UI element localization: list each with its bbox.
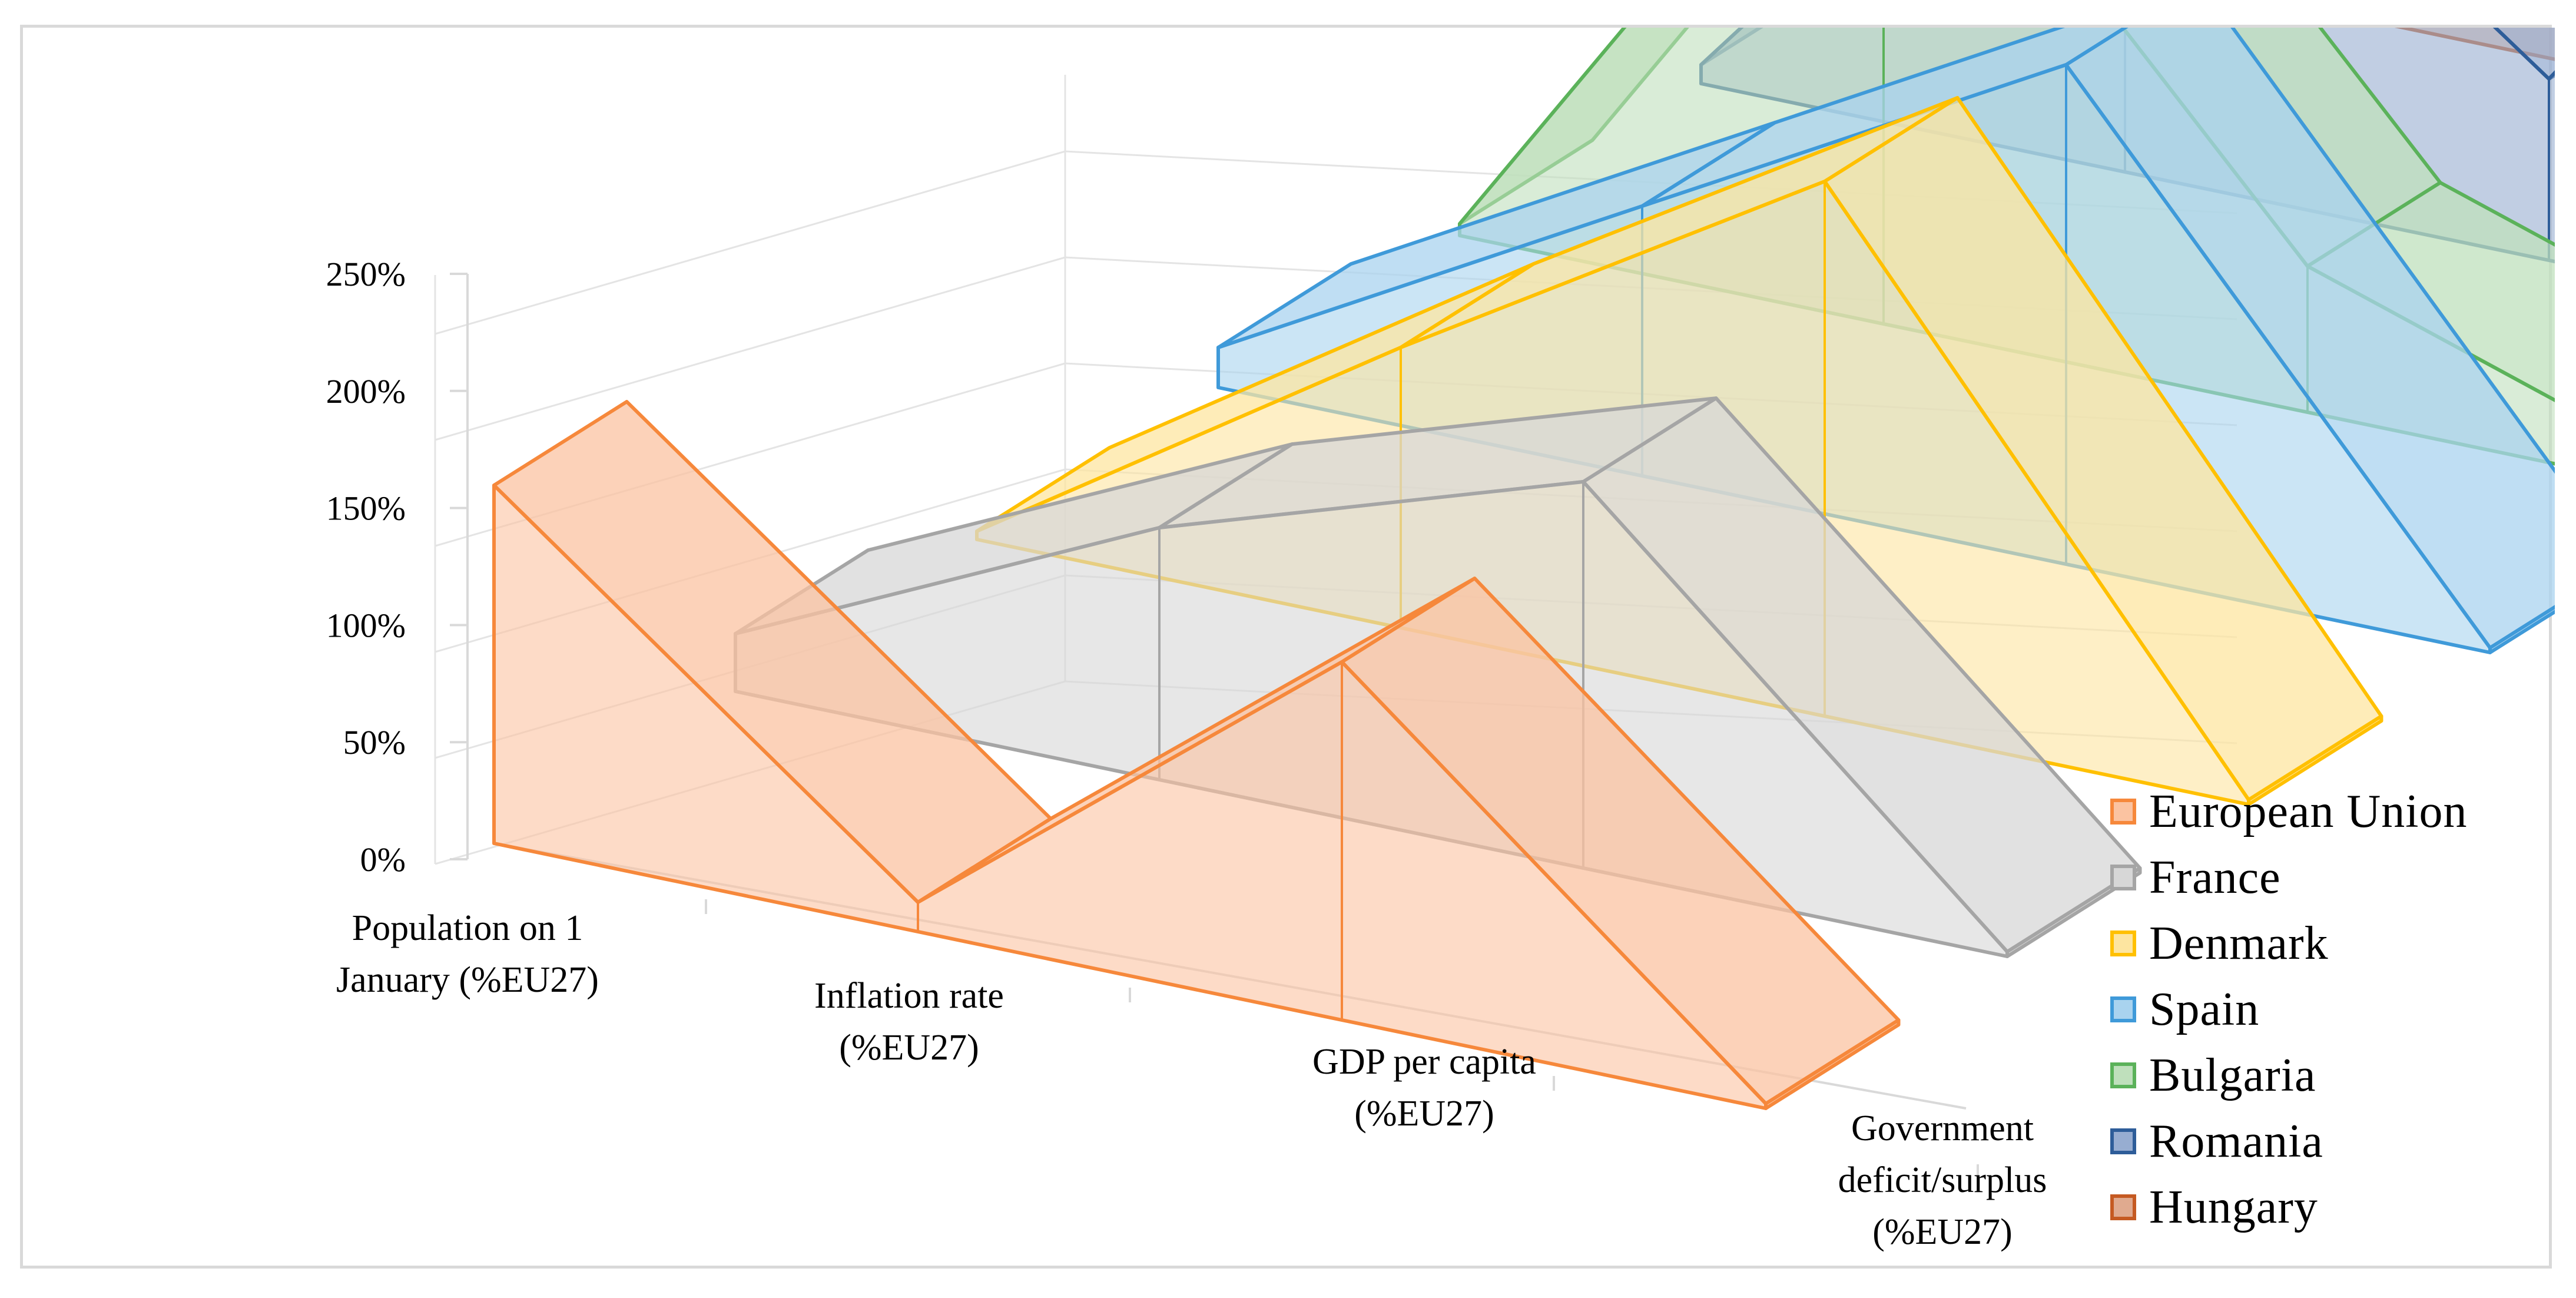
legend-label: Denmark [2149, 917, 2329, 969]
legend-swatch [2110, 1194, 2136, 1220]
y-tick-label: 0% [360, 840, 406, 879]
legend-swatch [2110, 1062, 2136, 1088]
legend-swatch [2110, 996, 2136, 1022]
y-tick-label: 150% [326, 489, 406, 528]
category-label-population: Population on 1 January (%EU27) [336, 908, 599, 1001]
legend-item-denmark: Denmark [2110, 910, 2522, 976]
legend-swatch [2110, 1128, 2136, 1154]
legend-label: France [2149, 851, 2281, 903]
series-layer [492, 28, 2555, 1110]
legend-swatch [2110, 865, 2136, 890]
legend-label: Hungary [2149, 1181, 2318, 1233]
legend-swatch [2110, 931, 2136, 956]
gridline [435, 256, 1066, 441]
legend-item-hungary: Hungary [2110, 1174, 2522, 1240]
y-tick-label: 250% [326, 255, 406, 293]
y-tick-label: 200% [326, 372, 406, 410]
legend-item-spain: Spain [2110, 976, 2522, 1042]
legend-label: Bulgaria [2149, 1049, 2316, 1101]
gridline [435, 150, 1066, 335]
y-tick-label: 50% [343, 723, 406, 761]
legend-item-european-union: European Union [2110, 779, 2522, 845]
y-axis: 0% 50% 100% 150% 200% 250% [326, 255, 469, 879]
legend-swatch [2110, 799, 2136, 825]
legend-label: European Union [2149, 785, 2468, 837]
series-european-union [492, 400, 1901, 1110]
y-tick-label: 100% [326, 606, 406, 644]
legend-item-france: France [2110, 845, 2522, 910]
category-label-government-deficit: Government deficit/surplus (%EU27) [1838, 1108, 2047, 1253]
legend-item-bulgaria: Bulgaria [2110, 1042, 2522, 1108]
legend: European Union France Denmark Spain Bulg… [2110, 779, 2522, 1240]
chart-frame: 0% 50% 100% 150% 200% 250% Population on 1 Ja… [20, 25, 2555, 1269]
legend-label: Spain [2149, 983, 2260, 1035]
chart-plot: 0% 50% 100% 150% 200% 250% [326, 28, 2555, 1179]
category-label-inflation: Inflation rate (%EU27) [814, 976, 1004, 1068]
category-label-gdp: GDP per capita (%EU27) [1312, 1042, 1536, 1134]
legend-label: Romania [2149, 1115, 2323, 1167]
legend-item-romania: Romania [2110, 1108, 2522, 1174]
